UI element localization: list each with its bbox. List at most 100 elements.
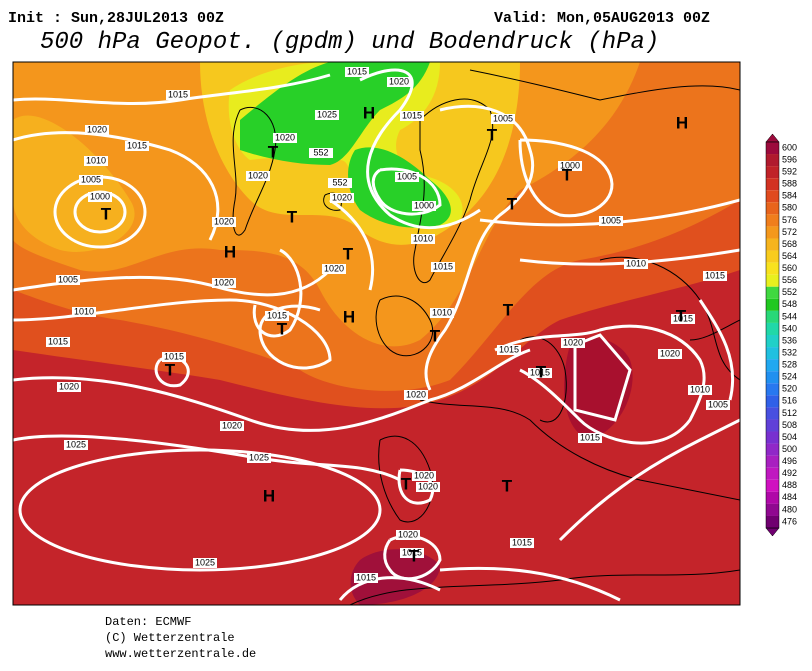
isobar-label: 1020 [275,132,295,142]
isobar-label: 1015 [433,261,453,271]
colorbar-label: 580 [782,203,797,213]
colorbar-label: 552 [782,287,797,297]
isobar-label: 552 [313,147,328,157]
pressure-center: T [101,204,112,223]
isobar-label: 1020 [406,389,426,399]
isobar-label: 1025 [249,452,269,462]
isobar-label: 1015 [48,336,68,346]
colorbar-cell [766,214,779,227]
isobar-label: 1005 [493,113,513,123]
pressure-center: T [277,319,288,338]
colorbar-label: 504 [782,432,797,442]
isobar-label: 1015 [705,270,725,280]
label-box [162,352,186,362]
isobar-label: 1015 [580,432,600,442]
isobar-label: 1005 [397,171,417,181]
pressure-center: T [430,326,441,345]
isobar-label: 1015 [402,547,422,557]
init-time: Init : Sun,28JUL2013 00Z [8,10,224,27]
isobar-label: 1020 [418,481,438,491]
label-box [246,171,270,181]
isobar-label: 1020 [563,337,583,347]
label-box [395,172,419,182]
isobar-label: 1020 [248,170,268,180]
label-box [345,67,369,77]
label-box [658,349,682,359]
pressure-center: T [343,244,354,263]
label-box [412,471,436,481]
colorbar-cell [766,274,779,287]
isobar-label: 1010 [74,306,94,316]
colorbar-cell [766,178,779,191]
isobar-label: 1020 [87,124,107,134]
isobar-label: 1000 [560,160,580,170]
isobar-label: 1010 [432,307,452,317]
colorbar-label: 596 [782,154,797,164]
colorbar: 600 596 592 588 584 580 576 572 568 564 560 556 552 5… [765,133,797,537]
label-box [671,314,695,324]
pressure-center: T [502,476,513,495]
colorbar-cell [766,335,779,348]
pressure-center: H [263,486,275,505]
isobar-label: 1020 [414,470,434,480]
pressure-center: T [487,125,498,144]
pressure-center: T [401,474,412,493]
colorbar-cell [766,431,779,444]
pressure-center: H [224,242,236,261]
colorbar-end [765,527,780,537]
label-box [166,90,190,100]
label-box [416,482,440,492]
label-box [578,433,602,443]
colorbar-label: 488 [782,480,797,490]
isobar-label: 1015 [530,367,550,377]
pressure-center: T [676,306,687,325]
colorbar-cell [766,298,779,311]
pressure-center: T [287,207,298,226]
isobar-label: 1015 [127,140,147,150]
isobar-label: 1025 [66,439,86,449]
colorbar-cell [766,347,779,360]
isobar-label: 1010 [690,384,710,394]
colorbar-cell [766,359,779,372]
isobar-label: 1015 [402,110,422,120]
isobar-label: 1025 [195,557,215,567]
label-box [491,114,515,124]
isobar-label: 1020 [389,76,409,86]
colorbar-label: 532 [782,347,797,357]
colorbar-label: 480 [782,504,797,514]
label-box [387,77,411,87]
pressure-center: T [268,142,279,161]
colorbar-cell [766,491,779,504]
colorbar-cell [766,166,779,179]
label-box [624,259,648,269]
colorbar-label: 512 [782,408,797,418]
colorbar-cell [766,262,779,275]
pressure-center: T [536,362,547,381]
colorbar-cell [766,395,779,408]
copyright: (C) Wetterzentrale [105,631,235,645]
isobar-label: 1025 [317,109,337,119]
isobar-label: 1005 [81,174,101,184]
map-title: 500 hPa Geopot. (gpdm) und Bodendruck (h… [40,29,659,56]
label-box [64,440,88,450]
label-box [79,175,103,185]
isobar-label: 1010 [86,155,106,165]
isobar-label: 1015 [673,313,693,323]
colorbar-label: 600 [782,142,797,152]
isobar-label: 1015 [347,66,367,76]
label-box [220,421,244,431]
colorbar-label: 576 [782,215,797,225]
colorbar-label: 496 [782,456,797,466]
colorbar-label: 536 [782,335,797,345]
label-box [330,193,354,203]
label-box [404,390,428,400]
colorbar-label: 524 [782,372,797,382]
colorbar-label: 584 [782,191,797,201]
map-labels: 1015 1020 1015 1025 1015 1005 1020 1015 1020 1010… [46,66,730,583]
isobar-label: 1005 [58,274,78,284]
pressure-center: T [507,194,518,213]
isobar-label: 1000 [90,191,110,201]
isobar-label: 1020 [660,348,680,358]
colorbar-label: 592 [782,167,797,177]
